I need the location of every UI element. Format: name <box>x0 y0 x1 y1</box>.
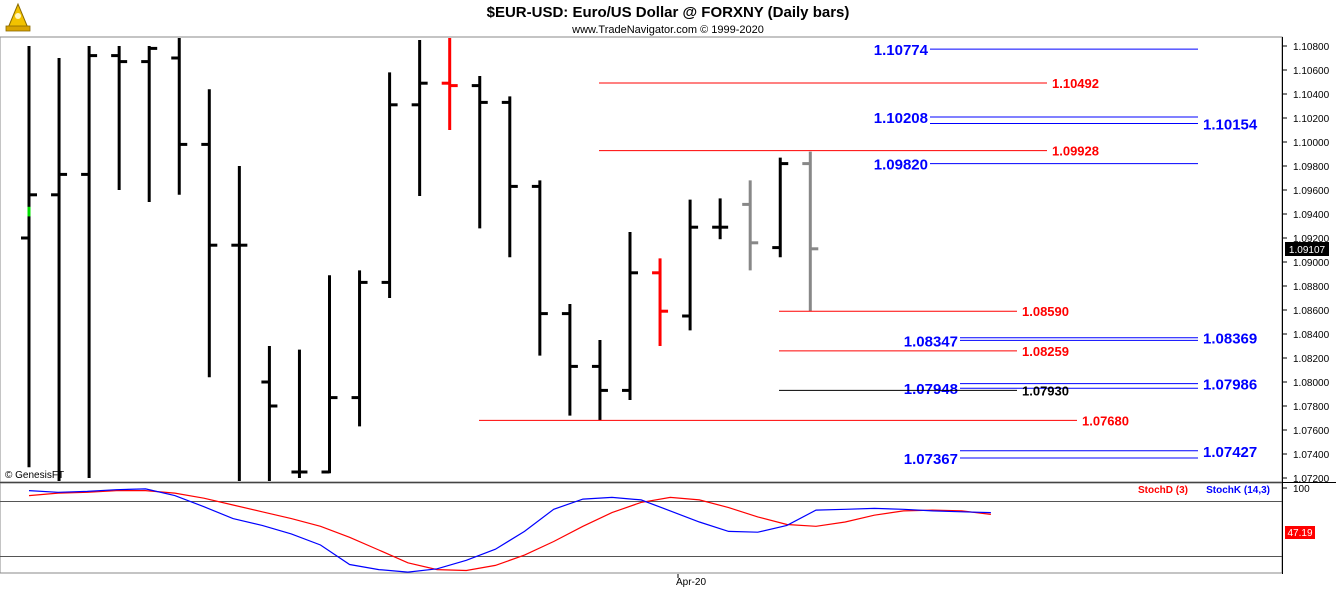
price-bar <box>321 275 338 474</box>
price-level-label: 1.07948 <box>904 381 958 398</box>
price-bar <box>171 38 188 195</box>
price-level-label: 1.07367 <box>904 451 958 468</box>
price-tick-label: 1.10000 <box>1293 138 1330 149</box>
price-level: 1.08590 <box>779 304 1069 319</box>
price-level: 1.08347 <box>904 333 1198 350</box>
stoch-line <box>28 488 991 573</box>
current-price-tag <box>1285 242 1329 256</box>
genesis-credit: © GenesisFT <box>5 470 64 481</box>
price-level: 1.08259 <box>779 344 1069 359</box>
stoch-current-label: 47.19 <box>1287 528 1312 539</box>
price-levels: 1.10774 1.10208 1.10154 1.09820 1.08347 1.083… <box>479 42 1258 468</box>
price-level: 1.07680 <box>479 413 1129 428</box>
price-bar <box>712 198 729 240</box>
price-tick-label: 1.09200 <box>1293 234 1330 245</box>
price-level: 1.10208 <box>874 110 1198 127</box>
price-tick-label: 1.07600 <box>1293 426 1330 437</box>
price-bar <box>802 151 819 312</box>
price-tick-label: 1.10800 <box>1293 42 1330 53</box>
price-level: 1.09928 <box>599 144 1099 159</box>
price-bar <box>201 89 218 378</box>
price-level-label: 1.10774 <box>874 42 929 59</box>
x-axis-label: Apr-20 <box>676 577 706 588</box>
price-bar <box>411 40 428 196</box>
price-bar <box>742 180 759 271</box>
price-tick-label: 1.07200 <box>1293 474 1330 485</box>
price-bar <box>351 270 368 427</box>
price-level: 1.07427 <box>960 444 1257 461</box>
price-bar <box>21 46 37 468</box>
price-tick-label: 1.08200 <box>1293 354 1330 365</box>
price-bar <box>471 76 488 229</box>
price-level: 1.07986 <box>960 377 1257 394</box>
chart-title: $EUR-USD: Euro/US Dollar @ FORXNY (Daily… <box>487 4 850 21</box>
price-tick-label: 1.09800 <box>1293 162 1330 173</box>
legend-stochd: StochD (3) <box>1138 485 1188 496</box>
price-tick-label: 1.09400 <box>1293 210 1330 221</box>
price-tick-label: 1.10400 <box>1293 90 1330 101</box>
price-level: 1.09820 <box>874 157 1198 174</box>
price-tick-label: 1.10600 <box>1293 66 1330 77</box>
price-bar <box>531 180 548 356</box>
trade-navigator-logo-icon <box>5 2 31 32</box>
price-level-label: 1.08590 <box>1022 304 1069 319</box>
price-tick-label: 1.09600 <box>1293 186 1330 197</box>
price-level: 1.10154 <box>930 117 1258 134</box>
price-level-label: 1.10208 <box>874 110 928 127</box>
price-bar <box>622 232 638 400</box>
price-tick-label: 1.08800 <box>1293 282 1330 293</box>
price-bar <box>591 340 608 421</box>
price-tick-label: 1.08000 <box>1293 378 1330 389</box>
price-tick-label: 1.07400 <box>1293 450 1330 461</box>
price-level-label: 1.08259 <box>1022 344 1069 359</box>
price-bars <box>21 38 819 481</box>
stoch-current-tag <box>1285 526 1315 539</box>
price-bar <box>231 166 248 481</box>
price-axis: 1.10800 1.10600 1.10400 1.10200 1.10000 1.098… <box>1282 42 1330 485</box>
price-level-label: 1.07427 <box>1203 444 1257 461</box>
price-tick-label: 1.08600 <box>1293 306 1330 317</box>
price-level-label: 1.07930 <box>1022 383 1069 398</box>
price-level: 1.10492 <box>599 76 1099 91</box>
price-bar <box>682 199 699 331</box>
current-price-label: 1.09107 <box>1289 245 1326 256</box>
price-level: 1.07367 <box>904 451 1198 468</box>
stoch-tick-label: 100 <box>1293 484 1310 495</box>
price-bar <box>652 258 669 346</box>
price-bar <box>291 349 308 478</box>
price-bar <box>772 157 789 258</box>
price-level: 1.10774 <box>874 42 1198 59</box>
price-level: 1.08369 <box>960 331 1257 348</box>
price-bar <box>141 46 158 202</box>
price-tick-label: 1.08400 <box>1293 330 1330 341</box>
price-tick-label: 1.10200 <box>1293 114 1330 125</box>
price-bar <box>441 38 458 130</box>
price-level-label: 1.08369 <box>1203 331 1257 348</box>
price-bar <box>81 46 98 478</box>
price-level-label: 1.08347 <box>904 333 958 350</box>
price-level: 1.07948 <box>904 381 1198 398</box>
price-level: 1.07930 <box>779 383 1069 398</box>
chart-subtitle: www.TradeNavigator.com © 1999-2020 <box>571 24 764 36</box>
stochastic-lines <box>28 488 991 573</box>
price-bar <box>261 346 278 481</box>
price-bar <box>501 96 518 258</box>
price-bar <box>51 58 68 481</box>
price-level-label: 1.10154 <box>1203 117 1258 134</box>
price-level-label: 1.07680 <box>1082 413 1129 428</box>
price-level-label: 1.09928 <box>1052 144 1099 159</box>
stoch-line <box>28 490 991 572</box>
price-level-label: 1.09820 <box>874 157 928 174</box>
price-tick-label: 1.07800 <box>1293 402 1330 413</box>
price-level-label: 1.10492 <box>1052 76 1099 91</box>
stochastic-axis: 100 <box>1282 484 1310 495</box>
legend-stochk: StochK (14,3) <box>1206 485 1270 496</box>
price-tick-label: 1.09000 <box>1293 258 1330 269</box>
price-level-label: 1.07986 <box>1203 377 1257 394</box>
price-bar <box>561 304 578 416</box>
price-bar <box>111 46 128 190</box>
price-bar <box>381 72 398 298</box>
